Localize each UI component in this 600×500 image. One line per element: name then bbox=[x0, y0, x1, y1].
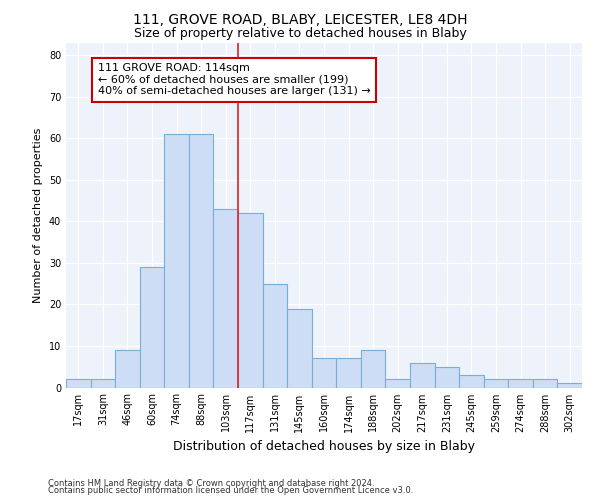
Bar bbox=[164, 134, 189, 388]
Text: Contains public sector information licensed under the Open Government Licence v3: Contains public sector information licen… bbox=[48, 486, 413, 495]
Bar bbox=[91, 379, 115, 388]
Text: 111 GROVE ROAD: 114sqm
← 60% of detached houses are smaller (199)
40% of semi-de: 111 GROVE ROAD: 114sqm ← 60% of detached… bbox=[98, 64, 371, 96]
Bar bbox=[533, 379, 557, 388]
Bar bbox=[189, 134, 214, 388]
Bar bbox=[484, 379, 508, 388]
Bar bbox=[508, 379, 533, 388]
Bar bbox=[434, 366, 459, 388]
Bar bbox=[140, 267, 164, 388]
Y-axis label: Number of detached properties: Number of detached properties bbox=[33, 128, 43, 302]
X-axis label: Distribution of detached houses by size in Blaby: Distribution of detached houses by size … bbox=[173, 440, 475, 453]
Bar bbox=[557, 384, 582, 388]
Bar bbox=[361, 350, 385, 388]
Bar bbox=[385, 379, 410, 388]
Text: Size of property relative to detached houses in Blaby: Size of property relative to detached ho… bbox=[134, 28, 466, 40]
Bar bbox=[263, 284, 287, 388]
Bar bbox=[115, 350, 140, 388]
Text: Contains HM Land Registry data © Crown copyright and database right 2024.: Contains HM Land Registry data © Crown c… bbox=[48, 478, 374, 488]
Text: 111, GROVE ROAD, BLABY, LEICESTER, LE8 4DH: 111, GROVE ROAD, BLABY, LEICESTER, LE8 4… bbox=[133, 12, 467, 26]
Bar bbox=[238, 213, 263, 388]
Bar bbox=[410, 362, 434, 388]
Bar bbox=[214, 209, 238, 388]
Bar bbox=[312, 358, 336, 388]
Bar bbox=[66, 379, 91, 388]
Bar bbox=[287, 308, 312, 388]
Bar bbox=[459, 375, 484, 388]
Bar bbox=[336, 358, 361, 388]
